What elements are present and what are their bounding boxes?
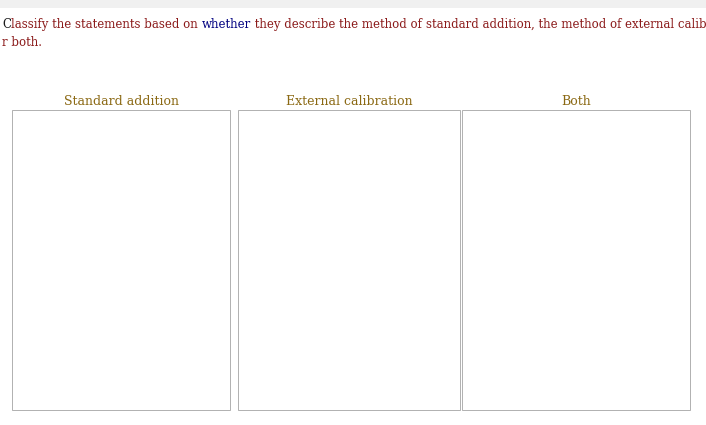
Text: external calibration: external calibration xyxy=(625,18,706,31)
Bar xyxy=(462,110,690,410)
Text: External calibration: External calibration xyxy=(286,95,412,108)
Text: C: C xyxy=(2,18,11,31)
Text: Both: Both xyxy=(561,95,591,108)
Text: Standard addition: Standard addition xyxy=(64,95,179,108)
Bar xyxy=(0,0,706,8)
Bar xyxy=(12,110,230,410)
Text: r both.: r both. xyxy=(2,36,42,49)
Text: standard addition: standard addition xyxy=(426,18,531,31)
Text: they describe: they describe xyxy=(251,18,339,31)
Text: the method of: the method of xyxy=(339,18,426,31)
Text: whether: whether xyxy=(202,18,251,31)
Text: , the method of: , the method of xyxy=(531,18,625,31)
Bar xyxy=(238,110,460,410)
Text: lassify the statements based on: lassify the statements based on xyxy=(11,18,202,31)
